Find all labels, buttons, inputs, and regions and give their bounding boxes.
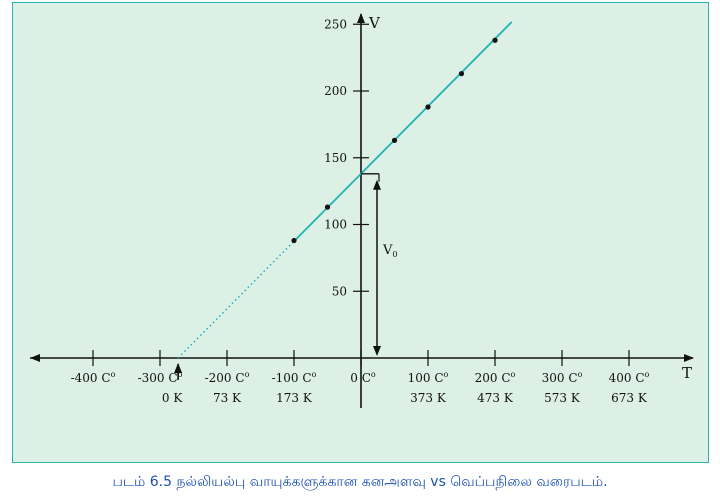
figure-caption: படம் 6.5 நல்லியல்பு வாயுக்களுக்கான கனஅளவ…	[112, 474, 608, 490]
x-tick-label--200: -200 Co	[205, 370, 250, 385]
x-tick-label--300: -300 Co	[138, 370, 183, 385]
x-tick-label-400: 400 Co	[609, 370, 650, 385]
x-tick-label-200: 200 Co	[475, 370, 516, 385]
kelvin-label-200: 473 K	[477, 391, 514, 405]
y-tick-label-250: 250	[324, 17, 347, 31]
v0-arrow-head-top	[373, 179, 381, 190]
x-tick-label--400: -400 Co	[71, 370, 116, 385]
x-tick-label--100: -100 Co	[272, 370, 317, 385]
y-tick-label-100: 100	[324, 218, 347, 232]
x-tick-label-300: 300 Co	[542, 370, 583, 385]
kelvin-label--100: 173 K	[276, 391, 313, 405]
v0-arrow-head-bottom	[373, 346, 381, 356]
x-axis-left-arrow	[30, 354, 40, 362]
gas-law-chart: T V 50 100 150 200 250 -400 Co -300 Co -200 Co -1…	[30, 13, 694, 408]
y-tick-label-200: 200	[324, 84, 347, 98]
kelvin-label-100: 373 K	[410, 391, 447, 405]
kelvin-label--273: 0 K	[162, 391, 183, 405]
data-point-4	[425, 104, 431, 110]
data-point-6	[492, 37, 498, 43]
y-tick-label-150: 150	[324, 151, 347, 165]
x-tick-label-100: 100 Co	[408, 370, 449, 385]
v0-label: V0	[382, 243, 397, 259]
kelvin-label-300: 573 K	[544, 391, 581, 405]
y-axis-title: V	[368, 14, 381, 32]
data-point-2	[324, 204, 331, 210]
data-point-1	[291, 237, 297, 244]
data-point-3	[391, 137, 398, 143]
kelvin-label-400: 673 K	[611, 391, 648, 405]
data-point-5	[458, 71, 465, 77]
kelvin-label--200: 73 K	[213, 391, 242, 405]
y-tick-label-50: 50	[332, 284, 347, 298]
extrapolated-line	[177, 240, 295, 359]
x-axis-title: T	[682, 364, 692, 382]
x-tick-label-0: 0 Co	[350, 370, 376, 385]
volume-line	[293, 21, 513, 242]
